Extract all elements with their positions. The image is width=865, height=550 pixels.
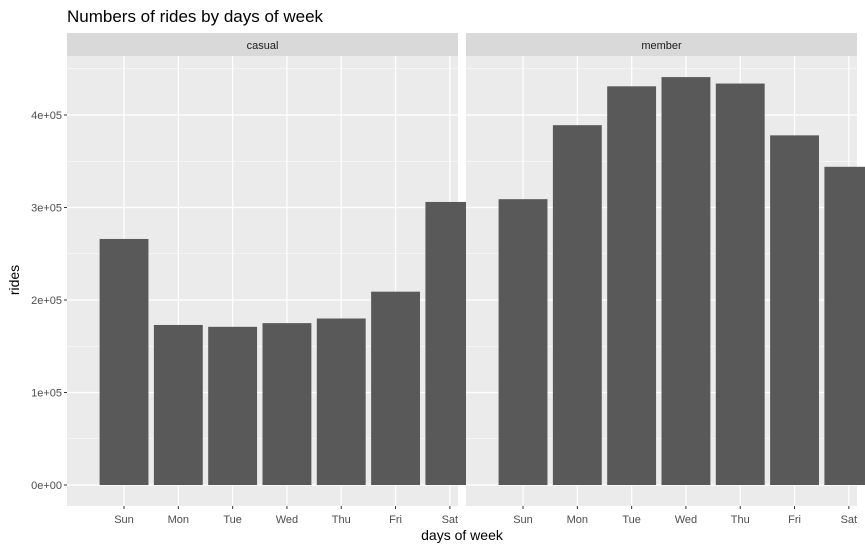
facet-strip-casual (67, 33, 458, 56)
x-tick-label: Fri (389, 514, 402, 526)
x-tick-label: Tue (622, 514, 641, 526)
bar-casual-fri (371, 291, 420, 485)
bar-member-mon (552, 125, 602, 486)
x-tick-label: Fri (788, 514, 801, 526)
bar-casual-thu (316, 318, 366, 485)
y-tick-label: 4e+05 (31, 110, 62, 122)
bar-member-sun (498, 199, 548, 486)
x-tick-label: Wed (276, 514, 298, 526)
y-tick-label: 0e+00 (31, 480, 62, 492)
facet-panels: casual Sun Mon Tue Wed Thu Fri Sat member Sun Mon T… (67, 33, 865, 526)
chart-title: Numbers of rides by days of week (67, 7, 324, 26)
bar-casual-wed (262, 323, 312, 485)
y-tick-label: 2e+05 (31, 295, 62, 307)
facet-strip-member (466, 33, 857, 56)
x-tick-label: Sun (513, 514, 533, 526)
y-tick-label: 1e+05 (31, 388, 62, 400)
x-tick-label: Thu (332, 514, 351, 526)
bar-casual-mon (153, 324, 203, 485)
x-tick-label: Mon (168, 514, 189, 526)
y-axis: 0e+00 1e+05 2e+05 3e+05 4e+05 (31, 110, 67, 492)
x-axis-title: days of week (421, 527, 504, 543)
facet-panel-member: member Sun Mon Tue Wed Thu Fri Sat (466, 33, 865, 526)
bar-member-wed (661, 77, 711, 485)
facet-panel-casual: casual Sun Mon Tue Wed Thu Fri Sat (67, 33, 475, 526)
x-tick-label: Sat (841, 514, 858, 526)
facet-strip-label: casual (247, 40, 279, 52)
x-tick-label: Sat (442, 514, 459, 526)
bar-casual-tue (208, 326, 258, 485)
x-tick-label: Tue (223, 514, 242, 526)
bar-member-tue (607, 86, 657, 485)
bar-member-thu (715, 83, 765, 486)
bar-member-sat (824, 166, 865, 486)
y-axis-title: rides (6, 265, 22, 295)
x-tick-label: Thu (731, 514, 750, 526)
x-tick-label: Mon (567, 514, 588, 526)
facet-strip-label: member (641, 40, 682, 52)
y-tick-label: 3e+05 (31, 203, 62, 215)
x-tick-label: Wed (675, 514, 697, 526)
x-tick-label: Sun (114, 514, 134, 526)
bar-casual-sun (99, 238, 149, 485)
bar-member-fri (770, 135, 819, 485)
